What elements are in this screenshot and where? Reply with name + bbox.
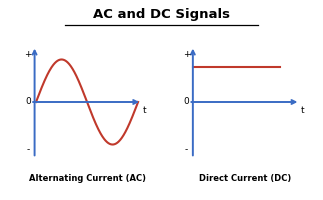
Text: -: - — [185, 145, 188, 154]
Text: AC and DC Signals: AC and DC Signals — [93, 8, 230, 21]
Text: +: + — [25, 50, 32, 59]
Text: Alternating Current (AC): Alternating Current (AC) — [28, 174, 146, 183]
Text: 0: 0 — [183, 98, 189, 106]
Text: -: - — [26, 145, 30, 154]
Text: 0: 0 — [25, 98, 31, 106]
Text: Direct Current (DC): Direct Current (DC) — [199, 174, 291, 183]
Text: +: + — [183, 50, 190, 59]
Text: t: t — [301, 106, 304, 115]
Text: t: t — [142, 106, 146, 115]
